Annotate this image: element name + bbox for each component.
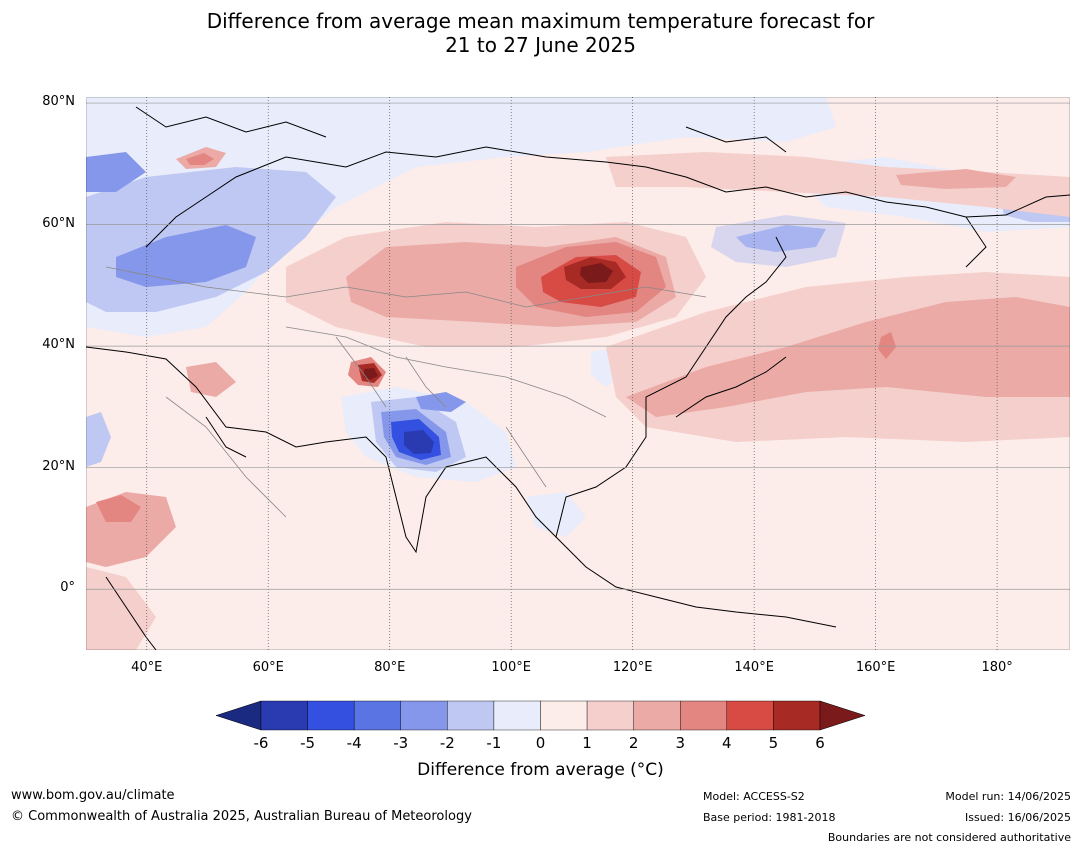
footer-model-run: Model run: 14/06/2025: [945, 790, 1071, 803]
colorbar-segment: [260, 700, 308, 731]
title-line-2: 21 to 27 June 2025: [445, 33, 636, 57]
cool-region-borneo: [526, 492, 586, 537]
title-line-1: Difference from average mean maximum tem…: [206, 9, 875, 33]
colorbar-tick-label: 2: [628, 734, 639, 752]
longitude-label: 100°E: [491, 660, 531, 675]
colorbar-segment: [586, 700, 634, 731]
longitude-label: 140°E: [734, 660, 774, 675]
latitude-label: 20°N: [42, 458, 75, 474]
latitude-label: 40°N: [42, 337, 75, 353]
latitude-label: 80°N: [42, 94, 75, 110]
footer-base-period: Base period: 1981-2018: [703, 811, 836, 824]
colorbar-tick-label: 4: [722, 734, 732, 752]
colorbar-segment: [540, 700, 588, 731]
colorbar-segment: [493, 700, 541, 731]
latitude-label: 60°N: [42, 215, 75, 231]
warm-region-pacific-spot: [878, 332, 896, 359]
colorbar-tick-label: 0: [535, 734, 546, 752]
footer-copyright: © Commonwealth of Australia 2025, Austra…: [11, 809, 472, 824]
map-title: Difference from average mean maximum tem…: [0, 9, 1081, 57]
colorbar-segment: [307, 700, 355, 731]
longitude-label: 40°E: [131, 660, 163, 675]
colorbar-title: Difference from average (°C): [417, 760, 664, 780]
warm-region-east-africa-2: [96, 495, 141, 522]
map-svg: [86, 97, 1070, 650]
footer-boundaries: Boundaries are not considered authoritat…: [827, 831, 1071, 844]
colorbar-segment: [726, 700, 774, 731]
colorbar-tick-label: -5: [300, 734, 316, 752]
warm-region-arctic-ural-core: [186, 153, 214, 165]
colorbar-tick-label: -2: [439, 734, 455, 752]
cool-region-arabia: [86, 412, 111, 467]
warm-region-caspian: [186, 362, 236, 397]
coastlines: [86, 106, 1070, 650]
footer-issued: Issued: 16/06/2025: [964, 811, 1071, 824]
forecast-map: [86, 97, 1070, 650]
cool-region-west-russia-core: [116, 225, 256, 287]
country-borders: [105, 266, 707, 518]
cool-region-bengal-core: [404, 430, 434, 454]
cool-region-scandinavia: [86, 152, 146, 192]
warm-region-karakoram-core: [364, 368, 378, 380]
colorbar-segment: [633, 700, 681, 731]
latitude-label: 0°: [60, 580, 75, 596]
colorbar-tick-label: -6: [253, 734, 269, 752]
longitude-label: 60°E: [252, 660, 284, 675]
colorbar-segment: [400, 700, 448, 731]
colorbar-segment: [353, 700, 401, 731]
colorbar-tick-label: 1: [582, 734, 592, 752]
longitude-label: 120°E: [612, 660, 653, 675]
colorbar-segment: [773, 700, 821, 731]
warm-region-tropics: [86, 567, 156, 650]
colorbar-tick-label: 6: [815, 734, 825, 752]
colorbar-tick-label: 5: [768, 734, 779, 752]
colorbar-tick-label: -3: [393, 734, 409, 752]
warm-region-mongolia-core: [580, 263, 613, 283]
footer-model: Model: ACCESS-S2: [703, 790, 805, 803]
footer-url: www.bom.gov.au/climate: [11, 788, 175, 803]
longitude-label: 180°: [981, 660, 1013, 675]
colorbar-low-extend: [215, 700, 262, 731]
cool-region-arctic: [86, 97, 836, 337]
colorbar-tick-label: -4: [346, 734, 362, 752]
colorbar-tick-label: -1: [486, 734, 502, 752]
colorbar-high-extend: [819, 700, 866, 731]
longitude-label: 80°E: [374, 660, 406, 675]
colorbar-segment: [447, 700, 495, 731]
colorbar-segment: [680, 700, 728, 731]
warm-region-chukotka: [896, 169, 1016, 189]
colorbar-tick-label: 3: [675, 734, 686, 752]
gridlines: [86, 97, 1070, 650]
longitude-label: 160°E: [855, 660, 896, 675]
warm-region-siberia: [606, 152, 1070, 217]
